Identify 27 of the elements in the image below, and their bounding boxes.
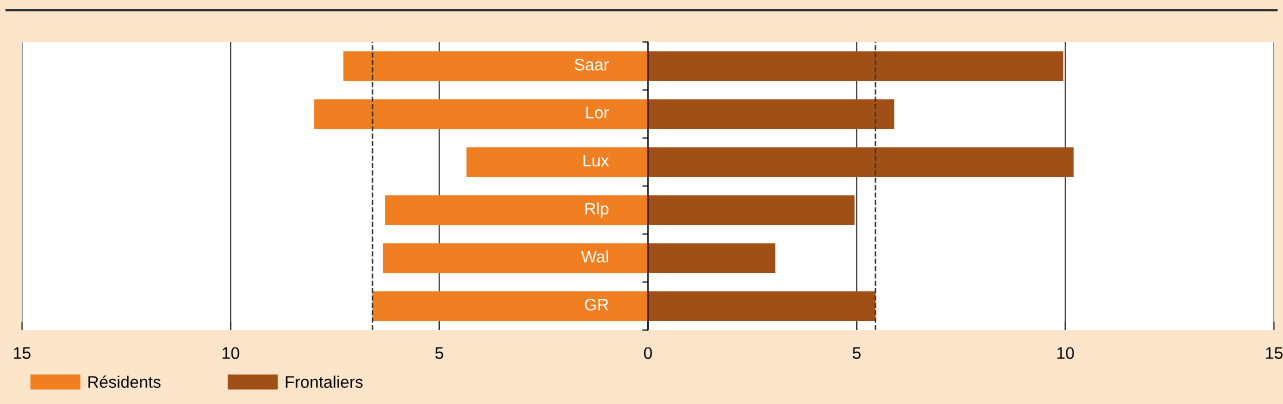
bar (647, 51, 1064, 81)
y-tick-label: Rlp (585, 202, 609, 218)
y-tick-label: Wal (581, 250, 608, 263)
bar (647, 99, 895, 129)
x-tick-label: 5 (435, 347, 444, 359)
x-tick-label: 15 (13, 347, 31, 359)
x-tick-label: 10 (1057, 347, 1074, 359)
y-tick-label: Lor (586, 106, 609, 119)
y-tick-label: GR (584, 298, 609, 311)
x-tick-label: 10 (222, 347, 240, 359)
x-tick-label: 0 (644, 347, 652, 359)
bar (385, 195, 648, 225)
bar (466, 147, 648, 177)
bar (647, 147, 1074, 177)
bar (372, 291, 648, 321)
bar (343, 51, 648, 81)
legend-label: Résidents (88, 375, 161, 388)
x-tick-label: 5 (852, 347, 861, 359)
bar (647, 291, 876, 321)
y-tick-label: Saar (574, 58, 609, 71)
x-tick-label: 15 (1266, 347, 1283, 359)
legend-label: Frontaliers (285, 375, 363, 388)
bar (647, 243, 776, 273)
bar (382, 243, 648, 273)
y-tick-label: Lux (583, 154, 609, 167)
bar (647, 195, 855, 225)
bar (314, 99, 648, 129)
